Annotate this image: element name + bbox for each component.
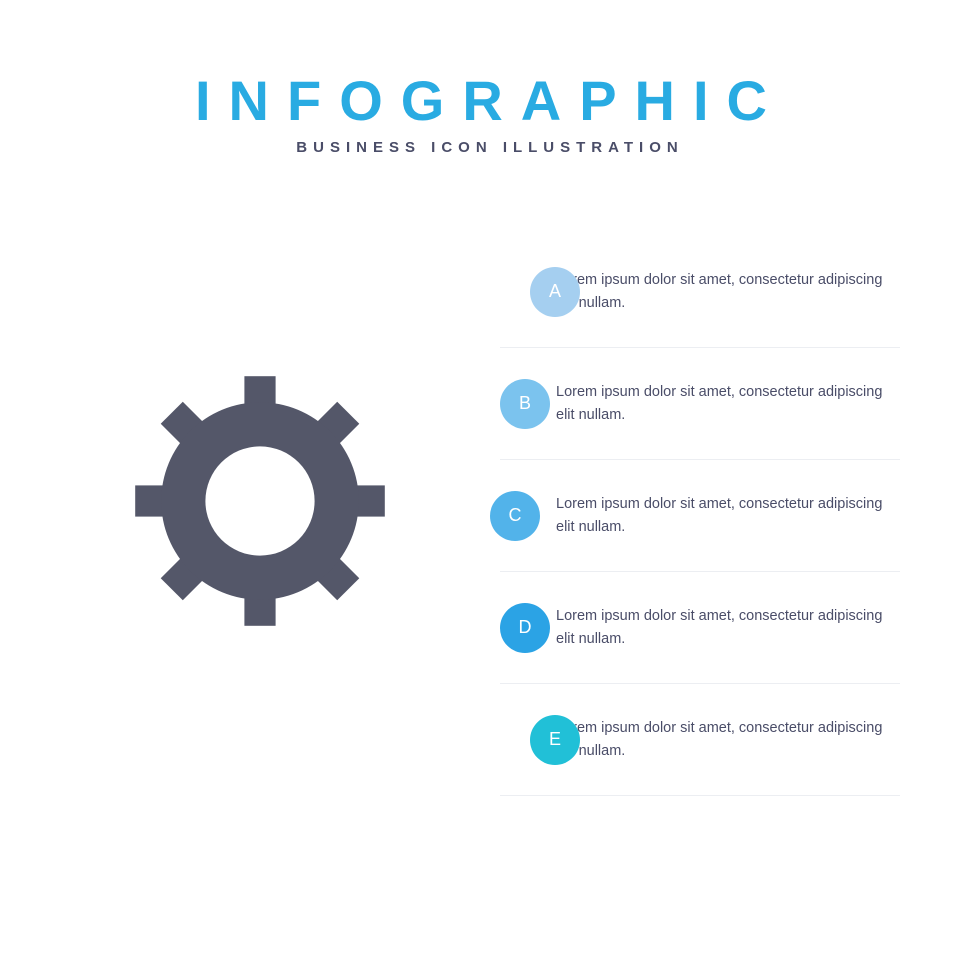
list-item: A Lorem ipsum dolor sit amet, consectetu… [500,236,900,348]
list-item: D Lorem ipsum dolor sit amet, consectetu… [500,572,900,684]
badge-e: E [530,715,580,765]
badge-a: A [530,267,580,317]
list-item: E Lorem ipsum dolor sit amet, consectetu… [500,684,900,796]
header: INFOGRAPHIC BUSINESS ICON ILLUSTRATION [0,0,980,156]
item-text: Lorem ipsum dolor sit amet, consectetur … [500,493,900,538]
badge-c: C [490,491,540,541]
list-item: C Lorem ipsum dolor sit amet, consectetu… [500,460,900,572]
item-text: Lorem ipsum dolor sit amet, consectetur … [500,605,900,650]
list-item: B Lorem ipsum dolor sit amet, consectetu… [500,348,900,460]
option-list: A Lorem ipsum dolor sit amet, consectetu… [500,236,900,796]
main-content: A Lorem ipsum dolor sit amet, consectetu… [0,216,980,916]
item-text: Lorem ipsum dolor sit amet, consectetur … [500,381,900,426]
badge-b: B [500,379,550,429]
badge-d: D [500,603,550,653]
page-title: INFOGRAPHIC [0,68,980,133]
gear-icon [130,371,390,631]
page-subtitle: BUSINESS ICON ILLUSTRATION [0,139,980,156]
